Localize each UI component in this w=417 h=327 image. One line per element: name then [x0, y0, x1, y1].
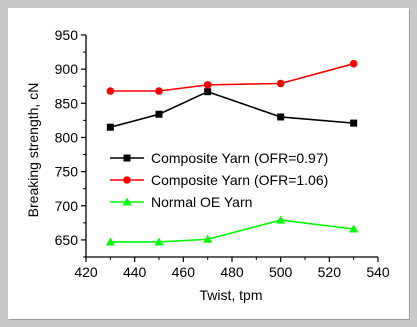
- data-point: [204, 88, 212, 96]
- x-tick-label: 520: [318, 264, 342, 280]
- x-tick-label: 420: [74, 264, 98, 280]
- data-point: [349, 224, 359, 233]
- legend: Composite Yarn (OFR=0.97) Composite Yarn …: [110, 150, 328, 210]
- data-point: [276, 79, 285, 88]
- x-tick-label: 440: [123, 264, 147, 280]
- figure-frame: [8, 8, 409, 319]
- series-line: [110, 62, 354, 92]
- series-2: [106, 59, 358, 95]
- legend-marker: [123, 176, 131, 184]
- axes: 420 440 460 480 500 520 540 650 700 750 800 850 900 9…: [55, 27, 390, 280]
- data-point: [105, 237, 115, 246]
- data-point: [155, 110, 163, 118]
- legend-label: Normal OE Yarn: [151, 194, 252, 210]
- series-layer: [105, 59, 359, 246]
- x-axis-title: Twist, tpm: [199, 287, 262, 303]
- y-tick-label: 700: [55, 198, 79, 214]
- data-point: [154, 237, 164, 246]
- series-1: [106, 88, 358, 131]
- legend-marker: [122, 197, 132, 206]
- series-line: [110, 90, 354, 128]
- data-point: [106, 87, 115, 95]
- data-point: [203, 81, 212, 89]
- data-point: [276, 215, 286, 224]
- series-line: [110, 219, 354, 243]
- legend-marker: [123, 154, 131, 162]
- y-tick-label: 900: [55, 61, 79, 77]
- y-tick-label: 850: [55, 95, 79, 111]
- data-point: [106, 123, 114, 131]
- legend-entry: Composite Yarn (OFR=0.97): [110, 150, 328, 166]
- x-tick-label: 500: [269, 264, 293, 280]
- x-tick-label: 480: [220, 264, 244, 280]
- legend-entry: Composite Yarn (OFR=1.06): [110, 172, 328, 188]
- data-point: [277, 113, 285, 121]
- series-3: [105, 215, 359, 246]
- data-point: [155, 87, 163, 95]
- data-point: [203, 234, 213, 243]
- legend-label: Composite Yarn (OFR=1.06): [151, 172, 328, 188]
- data-point: [350, 119, 358, 127]
- legend-label: Composite Yarn (OFR=0.97): [151, 150, 328, 166]
- x-tick-label: 540: [366, 264, 390, 280]
- y-tick-label: 800: [55, 129, 79, 145]
- data-point: [349, 59, 358, 68]
- y-axis-title: Breaking strength, cN: [25, 83, 41, 218]
- y-tick-label: 650: [55, 232, 79, 248]
- y-tick-label: 950: [55, 27, 79, 43]
- y-tick-label: 750: [55, 164, 79, 180]
- legend-entry: Normal OE Yarn: [110, 194, 252, 210]
- x-tick-label: 460: [172, 264, 196, 280]
